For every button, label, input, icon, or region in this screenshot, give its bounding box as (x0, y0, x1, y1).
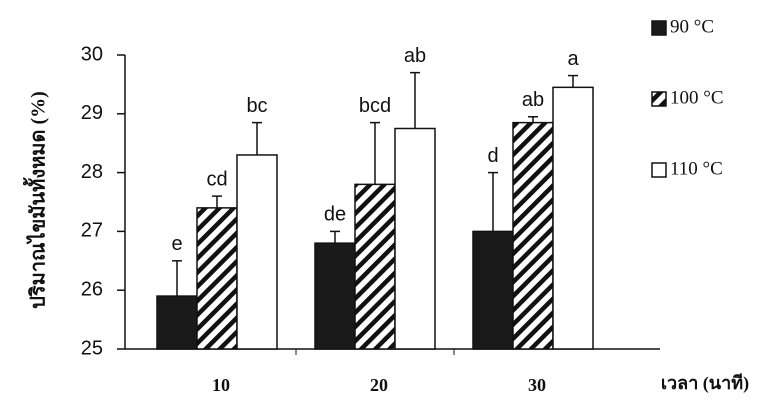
legend-swatch (651, 162, 667, 178)
significance-letter: d (487, 145, 498, 167)
legend-label: 90 °C (670, 16, 714, 37)
x-tick-label: 20 (370, 375, 388, 395)
y-tick-label: 25 (81, 337, 103, 359)
significance-letter: ab (404, 45, 426, 67)
bar (394, 127, 436, 350)
bar (236, 154, 278, 350)
legend-swatch (651, 91, 667, 107)
bar (552, 86, 594, 350)
significance-letter: bc (246, 95, 267, 117)
significance-letter: cd (206, 168, 227, 190)
significance-letter: a (567, 48, 579, 70)
significance-letter: ab (522, 89, 544, 111)
legend-label: 110 °C (670, 158, 723, 179)
x-tick-label: 30 (528, 375, 546, 395)
bar (156, 295, 198, 350)
bar (354, 183, 396, 350)
significance-letter: bcd (359, 95, 391, 117)
y-tick-label: 30 (81, 43, 103, 65)
bar (472, 230, 514, 350)
y-axis-label: ปริมาณไขมันทั้งหมด (%) (23, 91, 50, 309)
bar (314, 242, 356, 350)
x-axis-label: เวลา (นาที) (661, 373, 749, 394)
legend-swatch (651, 20, 667, 36)
bar (512, 121, 554, 350)
y-tick-label: 27 (81, 220, 103, 242)
y-tick-label: 28 (81, 161, 103, 183)
significance-letter: e (171, 233, 182, 255)
y-tick-label: 26 (81, 278, 103, 300)
y-tick-label: 29 (81, 102, 103, 124)
significance-letter: de (324, 204, 346, 226)
legend-label: 100 °C (670, 87, 724, 108)
bar (196, 207, 238, 350)
x-tick-label: 10 (212, 375, 230, 395)
